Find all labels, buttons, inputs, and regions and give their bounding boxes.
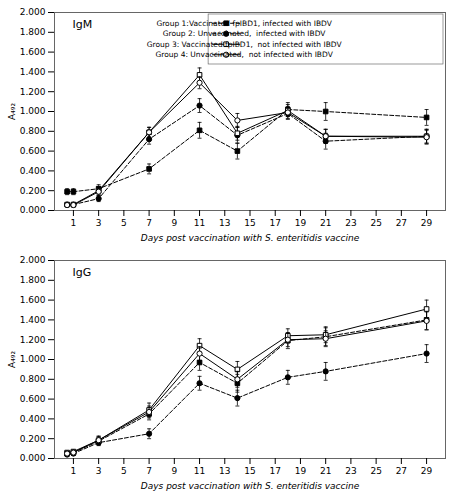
svg-text:2.000: 2.000 xyxy=(20,255,46,265)
svg-text:25: 25 xyxy=(370,218,381,228)
svg-text:0.600: 0.600 xyxy=(20,146,46,156)
svg-text:15: 15 xyxy=(244,466,255,476)
svg-text:7: 7 xyxy=(146,466,152,476)
svg-text:5: 5 xyxy=(121,218,127,228)
svg-text:IgG: IgG xyxy=(73,266,92,279)
svg-text:1.800: 1.800 xyxy=(20,27,46,37)
svg-text:7: 7 xyxy=(146,218,152,228)
svg-text:0.000: 0.000 xyxy=(20,205,46,215)
svg-text:3: 3 xyxy=(96,218,102,228)
svg-text:23: 23 xyxy=(345,218,356,228)
svg-text:1.800: 1.800 xyxy=(20,275,46,285)
svg-text:25: 25 xyxy=(370,466,381,476)
svg-text:13: 13 xyxy=(219,218,230,228)
svg-text:1: 1 xyxy=(71,466,77,476)
svg-text:0.800: 0.800 xyxy=(20,374,46,384)
svg-text:29: 29 xyxy=(421,218,433,228)
svg-text:1: 1 xyxy=(71,218,77,228)
svg-text:0.600: 0.600 xyxy=(20,394,46,404)
svg-text:Group 1:Vaccinated fpIBD1, inf: Group 1:Vaccinated fpIBD1, infected with… xyxy=(156,19,332,28)
svg-text:Group 4: Unvaccinated, not in: Group 4: Unvaccinated, not infected with… xyxy=(155,50,333,59)
svg-text:1.000: 1.000 xyxy=(20,354,46,364)
svg-text:19: 19 xyxy=(295,466,307,476)
svg-text:21: 21 xyxy=(320,218,331,228)
svg-text:27: 27 xyxy=(396,218,407,228)
svg-text:1.600: 1.600 xyxy=(20,47,46,57)
svg-text:23: 23 xyxy=(345,466,356,476)
svg-text:0.200: 0.200 xyxy=(20,434,46,444)
svg-text:0.400: 0.400 xyxy=(20,414,46,424)
svg-text:2.000: 2.000 xyxy=(20,7,46,17)
svg-text:A₄₉₂: A₄₉₂ xyxy=(7,351,17,368)
svg-text:9: 9 xyxy=(171,466,177,476)
svg-text:9: 9 xyxy=(171,218,177,228)
svg-text:5: 5 xyxy=(121,466,127,476)
svg-text:0.000: 0.000 xyxy=(20,453,46,463)
svg-text:Days post vaccination with S.: Days post vaccination with S. enteritidi… xyxy=(141,481,360,491)
svg-text:1.000: 1.000 xyxy=(20,106,46,116)
svg-text:17: 17 xyxy=(269,218,280,228)
svg-text:Group 3: Vaccinated fpIBD1, n: Group 3: Vaccinated fpIBD1, not infected… xyxy=(147,40,343,49)
svg-text:Group 2: Unvaccinated, infect: Group 2: Unvaccinated, infected with IBD… xyxy=(163,29,327,38)
svg-text:27: 27 xyxy=(396,466,407,476)
svg-text:1.400: 1.400 xyxy=(20,315,46,325)
svg-text:17: 17 xyxy=(269,466,280,476)
svg-text:11: 11 xyxy=(194,466,205,476)
svg-text:Days post vaccination with S.: Days post vaccination with S. enteritidi… xyxy=(141,233,360,243)
svg-text:29: 29 xyxy=(421,466,433,476)
svg-text:0.200: 0.200 xyxy=(20,186,46,196)
svg-text:IgM: IgM xyxy=(73,18,93,31)
svg-text:3: 3 xyxy=(96,466,102,476)
svg-text:0.400: 0.400 xyxy=(20,166,46,176)
svg-text:1.600: 1.600 xyxy=(20,295,46,305)
svg-text:1.400: 1.400 xyxy=(20,67,46,77)
svg-text:1.200: 1.200 xyxy=(20,335,46,345)
svg-text:A₄₉₂: A₄₉₂ xyxy=(7,103,17,120)
svg-text:13: 13 xyxy=(219,466,230,476)
svg-text:0.800: 0.800 xyxy=(20,126,46,136)
svg-text:19: 19 xyxy=(295,218,307,228)
svg-text:21: 21 xyxy=(320,466,331,476)
svg-text:1.200: 1.200 xyxy=(20,87,46,97)
svg-text:15: 15 xyxy=(244,218,255,228)
svg-text:11: 11 xyxy=(194,218,205,228)
